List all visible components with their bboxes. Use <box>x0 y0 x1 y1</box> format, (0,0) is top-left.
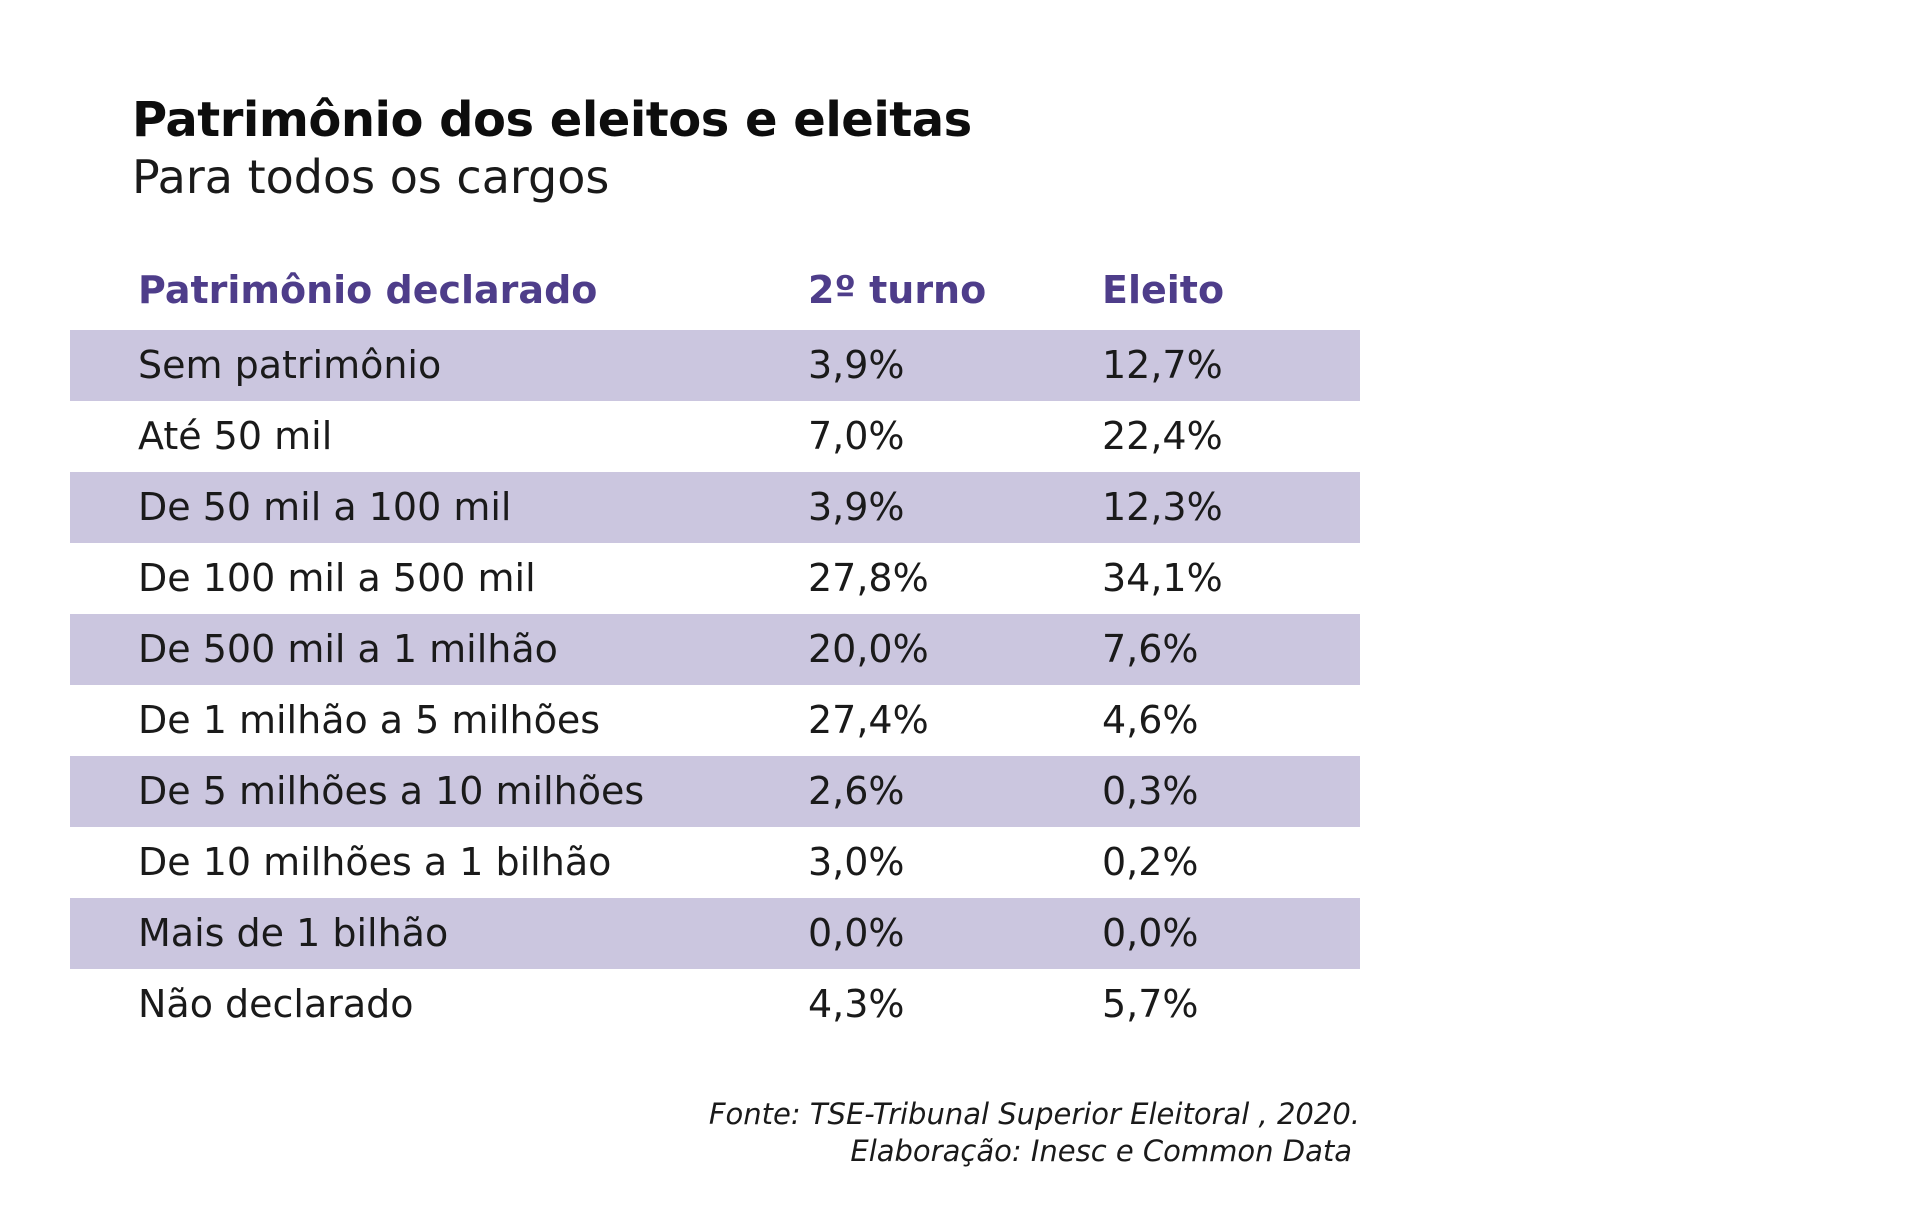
table-row: De 10 milhões a 1 bilhão 3,0% 0,2% <box>70 827 1360 898</box>
row-label: De 1 milhão a 5 milhões <box>138 698 601 742</box>
value-eleito: 34,1% <box>1102 556 1223 600</box>
data-table: Patrimônio declarado 2º turno Eleito Sem… <box>70 260 1360 1040</box>
table-row: De 1 milhão a 5 milhões 27,4% 4,6% <box>70 685 1360 756</box>
row-label: Mais de 1 bilhão <box>138 911 449 955</box>
value-2-turno: 27,4% <box>808 698 929 742</box>
source-text: Fonte: TSE-Tribunal Superior Eleitoral ,… <box>708 1097 1360 1131</box>
value-2-turno: 3,9% <box>808 485 905 529</box>
value-2-turno: 3,9% <box>808 343 905 387</box>
column-header-patrimonio: Patrimônio declarado <box>138 268 598 312</box>
table-row: Sem patrimônio 3,9% 12,7% <box>70 330 1360 401</box>
value-2-turno: 20,0% <box>808 627 929 671</box>
value-eleito: 7,6% <box>1102 627 1199 671</box>
value-eleito: 0,0% <box>1102 911 1199 955</box>
table-row: Até 50 mil 7,0% 22,4% <box>70 401 1360 472</box>
table-row: Mais de 1 bilhão 0,0% 0,0% <box>70 898 1360 969</box>
table-body: Sem patrimônio 3,9% 12,7% Até 50 mil 7,0% 22,… <box>70 330 1360 1040</box>
value-eleito: 0,3% <box>1102 769 1199 813</box>
row-label: De 10 milhões a 1 bilhão <box>138 840 612 884</box>
value-eleito: 4,6% <box>1102 698 1199 742</box>
value-eleito: 12,7% <box>1102 343 1223 387</box>
table-row: De 50 mil a 100 mil 3,9% 12,3% <box>70 472 1360 543</box>
value-eleito: 22,4% <box>1102 414 1223 458</box>
value-eleito: 0,2% <box>1102 840 1199 884</box>
source-note: Fonte: TSE-Tribunal Superior Eleitoral ,… <box>709 1096 1360 1170</box>
table-row: Não declarado 4,3% 5,7% <box>70 969 1360 1040</box>
value-2-turno: 2,6% <box>808 769 905 813</box>
chart-title: Patrimônio dos eleitos e eleitas <box>132 92 972 148</box>
value-eleito: 12,3% <box>1102 485 1223 529</box>
table-row: De 100 mil a 500 mil 27,8% 34,1% <box>70 543 1360 614</box>
column-header-2-turno: 2º turno <box>808 268 987 312</box>
row-label: De 5 milhões a 10 milhões <box>138 769 645 813</box>
row-label: Sem patrimônio <box>138 343 442 387</box>
table-header: Patrimônio declarado 2º turno Eleito <box>70 260 1360 330</box>
row-label: De 50 mil a 100 mil <box>138 485 512 529</box>
row-label: De 500 mil a 1 milhão <box>138 627 558 671</box>
chart-subtitle: Para todos os cargos <box>132 150 610 204</box>
row-label: Até 50 mil <box>138 414 333 458</box>
column-header-eleito: Eleito <box>1102 268 1225 312</box>
value-2-turno: 0,0% <box>808 911 905 955</box>
value-2-turno: 3,0% <box>808 840 905 884</box>
table-row: De 500 mil a 1 milhão 20,0% 7,6% <box>70 614 1360 685</box>
value-2-turno: 27,8% <box>808 556 929 600</box>
table-row: De 5 milhões a 10 milhões 2,6% 0,3% <box>70 756 1360 827</box>
row-label: De 100 mil a 500 mil <box>138 556 536 600</box>
credit-text: Elaboração: Inesc e Common Data <box>850 1134 1352 1168</box>
value-eleito: 5,7% <box>1102 982 1199 1026</box>
value-2-turno: 7,0% <box>808 414 905 458</box>
row-label: Não declarado <box>138 982 414 1026</box>
value-2-turno: 4,3% <box>808 982 905 1026</box>
